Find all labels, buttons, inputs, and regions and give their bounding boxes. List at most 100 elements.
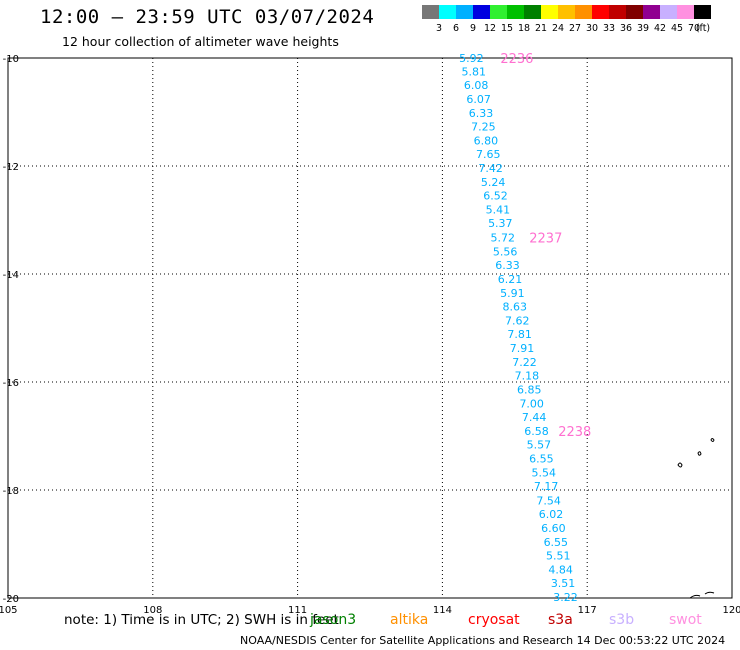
lon-tick-label: 120 — [722, 605, 740, 616]
lon-tick-label: 111 — [288, 605, 307, 616]
credit-line: NOAA/NESDIS Center for Satellite Applica… — [240, 634, 726, 647]
swh-value: 5.91 — [500, 287, 525, 300]
legend-swatch — [439, 5, 456, 19]
lat-tick-label: -14 — [3, 270, 19, 281]
swh-value: 7.91 — [510, 342, 535, 355]
time-labels: 2236 2237 2238 — [500, 52, 591, 440]
time-label: 2236 — [500, 52, 533, 67]
legend-label: 15 — [501, 23, 513, 34]
legend-label: 3 — [436, 23, 442, 34]
swh-value: 7.22 — [512, 356, 537, 369]
legend-swatch — [609, 5, 626, 19]
satellite-s3b: s3b — [609, 612, 635, 628]
legend-swatch — [541, 5, 558, 19]
legend-swatch — [592, 5, 609, 19]
islands — [677, 438, 715, 599]
swh-value: 6.55 — [544, 536, 569, 549]
satellite-jason3: jason3 — [310, 612, 357, 628]
legend-label: 6 — [453, 23, 459, 34]
swh-value: 5.72 — [490, 231, 515, 244]
legend-label: 42 — [654, 23, 666, 34]
legend-label: 45 — [671, 23, 683, 34]
legend-label: 9 — [470, 23, 476, 34]
legend-label: 70 — [688, 23, 700, 34]
swh-value: 7.42 — [478, 162, 503, 175]
swh-value: 7.25 — [471, 121, 496, 134]
swh-value: 5.92 — [459, 52, 484, 65]
swh-value: 6.33 — [495, 259, 520, 272]
map-frame — [7, 57, 733, 599]
lat-tick-label: -20 — [3, 594, 19, 605]
lon-tick-label: 114 — [433, 605, 452, 616]
footer-note: note: 1) Time is in UTC; 2) SWH is in fe… — [64, 612, 339, 628]
swh-value: 3.22 — [553, 591, 578, 604]
color-legend: 3 6 9 12 15 18 21 24 27 30 33 36 39 42 45 70(ft) — [422, 5, 711, 34]
lat-tick-label: -18 — [3, 486, 19, 497]
legend-swatch — [524, 5, 541, 19]
legend-swatch — [660, 5, 677, 19]
lon-tick-label: 105 — [0, 605, 18, 616]
time-label: 2238 — [558, 425, 591, 440]
swh-value: 6.02 — [539, 508, 564, 521]
swh-value: 5.37 — [488, 217, 513, 230]
swh-value: 6.80 — [474, 135, 499, 148]
swh-value: 5.56 — [493, 245, 518, 258]
legend-swatch — [490, 5, 507, 19]
swh-value: 5.57 — [527, 439, 552, 452]
lon-tick-label: 108 — [143, 605, 162, 616]
map-grid: 105 108 111 114 117 120 -10 -12 -14 -16 -18 -20 — [0, 54, 740, 616]
swh-value: 6.55 — [529, 453, 554, 466]
legend-label: 24 — [552, 23, 564, 34]
swh-points: 5.925.816.086.076.337.256.807.657.425.24… — [459, 52, 578, 604]
legend-swatch — [575, 5, 592, 19]
swh-value: 6.07 — [466, 93, 491, 106]
time-label: 2237 — [529, 231, 562, 246]
legend-swatch — [456, 5, 473, 19]
lon-tick-label: 117 — [578, 605, 597, 616]
legend-swatch — [422, 5, 439, 19]
legend-label: 27 — [569, 23, 581, 34]
legend-swatch — [558, 5, 575, 19]
legend-label: 18 — [518, 23, 530, 34]
legend-label: 30 — [586, 23, 598, 34]
legend-label: 33 — [603, 23, 615, 34]
swh-value: 6.21 — [498, 273, 523, 286]
swh-value: 6.85 — [517, 384, 542, 397]
lat-tick-label: -10 — [3, 54, 19, 65]
legend-swatch — [677, 5, 694, 19]
swh-value: 6.58 — [524, 425, 549, 438]
swh-value: 4.84 — [548, 563, 573, 576]
swh-value: 5.54 — [532, 467, 557, 480]
swh-value: 6.33 — [469, 107, 494, 120]
lat-tick-label: -16 — [3, 378, 19, 389]
legend-label: 39 — [637, 23, 649, 34]
swh-value: 7.17 — [534, 480, 559, 493]
swh-value: 5.24 — [481, 176, 506, 189]
swh-value: 7.54 — [536, 494, 561, 507]
swh-value: 8.63 — [503, 300, 528, 313]
swh-value: 6.60 — [541, 522, 566, 535]
legend-swatch — [626, 5, 643, 19]
swh-value: 7.62 — [505, 314, 530, 327]
legend-swatch — [507, 5, 524, 19]
legend-unit: (ft) — [696, 23, 710, 34]
satellite-cryosat: cryosat — [468, 612, 520, 628]
lat-tick-label: -12 — [3, 162, 19, 173]
island-shape — [677, 438, 715, 599]
swh-value: 7.44 — [522, 411, 547, 424]
satellite-swot: swot — [669, 612, 702, 628]
swh-value: 7.65 — [476, 148, 501, 161]
legend-swatch — [643, 5, 660, 19]
legend-label: 36 — [620, 23, 632, 34]
swh-value: 6.08 — [464, 79, 489, 92]
swh-value: 5.51 — [546, 549, 571, 562]
legend-label: 21 — [535, 23, 547, 34]
swh-value: 5.81 — [462, 66, 487, 79]
satellite-altika: altika — [390, 612, 429, 628]
map-subtitle: 12 hour collection of altimeter wave hei… — [62, 34, 339, 49]
satellite-s3a: s3a — [548, 612, 573, 628]
legend-swatch — [473, 5, 490, 19]
swh-value: 5.41 — [486, 204, 511, 217]
swh-value: 7.81 — [507, 328, 532, 341]
